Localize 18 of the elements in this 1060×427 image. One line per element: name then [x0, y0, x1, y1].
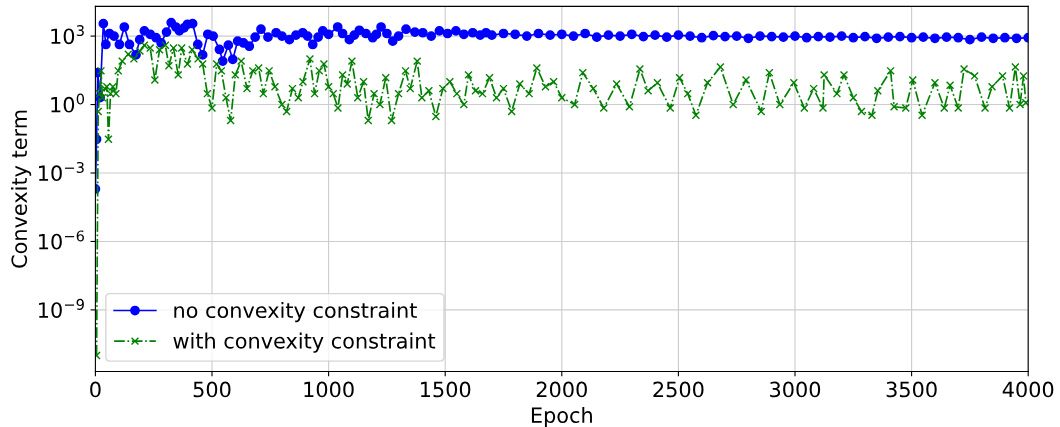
- y-tick-label: 10$^{−9}$: [39, 298, 84, 318]
- x-tick-label: 0: [90, 381, 101, 398]
- legend-label: no convexity constraint: [174, 302, 417, 323]
- x-axis-title: Epoch: [531, 406, 592, 427]
- x-tick-label: 2000: [536, 381, 587, 398]
- x-tick-label: 3000: [770, 381, 821, 398]
- y-tick-label: 10$^{3}$: [51, 25, 84, 45]
- y-axis-title: Convexity term: [11, 110, 32, 268]
- y-tick-label: 10$^{0}$: [51, 93, 85, 113]
- y-tick-label: 10$^{−6}$: [39, 230, 85, 250]
- y-tick-label: 10$^{−3}$: [39, 161, 84, 182]
- x-tick-label: 3500: [886, 381, 937, 398]
- x-tick-label: 1500: [420, 381, 471, 398]
- legend-label: with convexity constraint: [173, 332, 436, 353]
- x-tick-label: 4000: [1002, 381, 1054, 398]
- x-tick-label: 2500: [653, 381, 704, 398]
- x-tick-label: 500: [193, 381, 231, 398]
- x-tick-label: 1000: [304, 381, 354, 398]
